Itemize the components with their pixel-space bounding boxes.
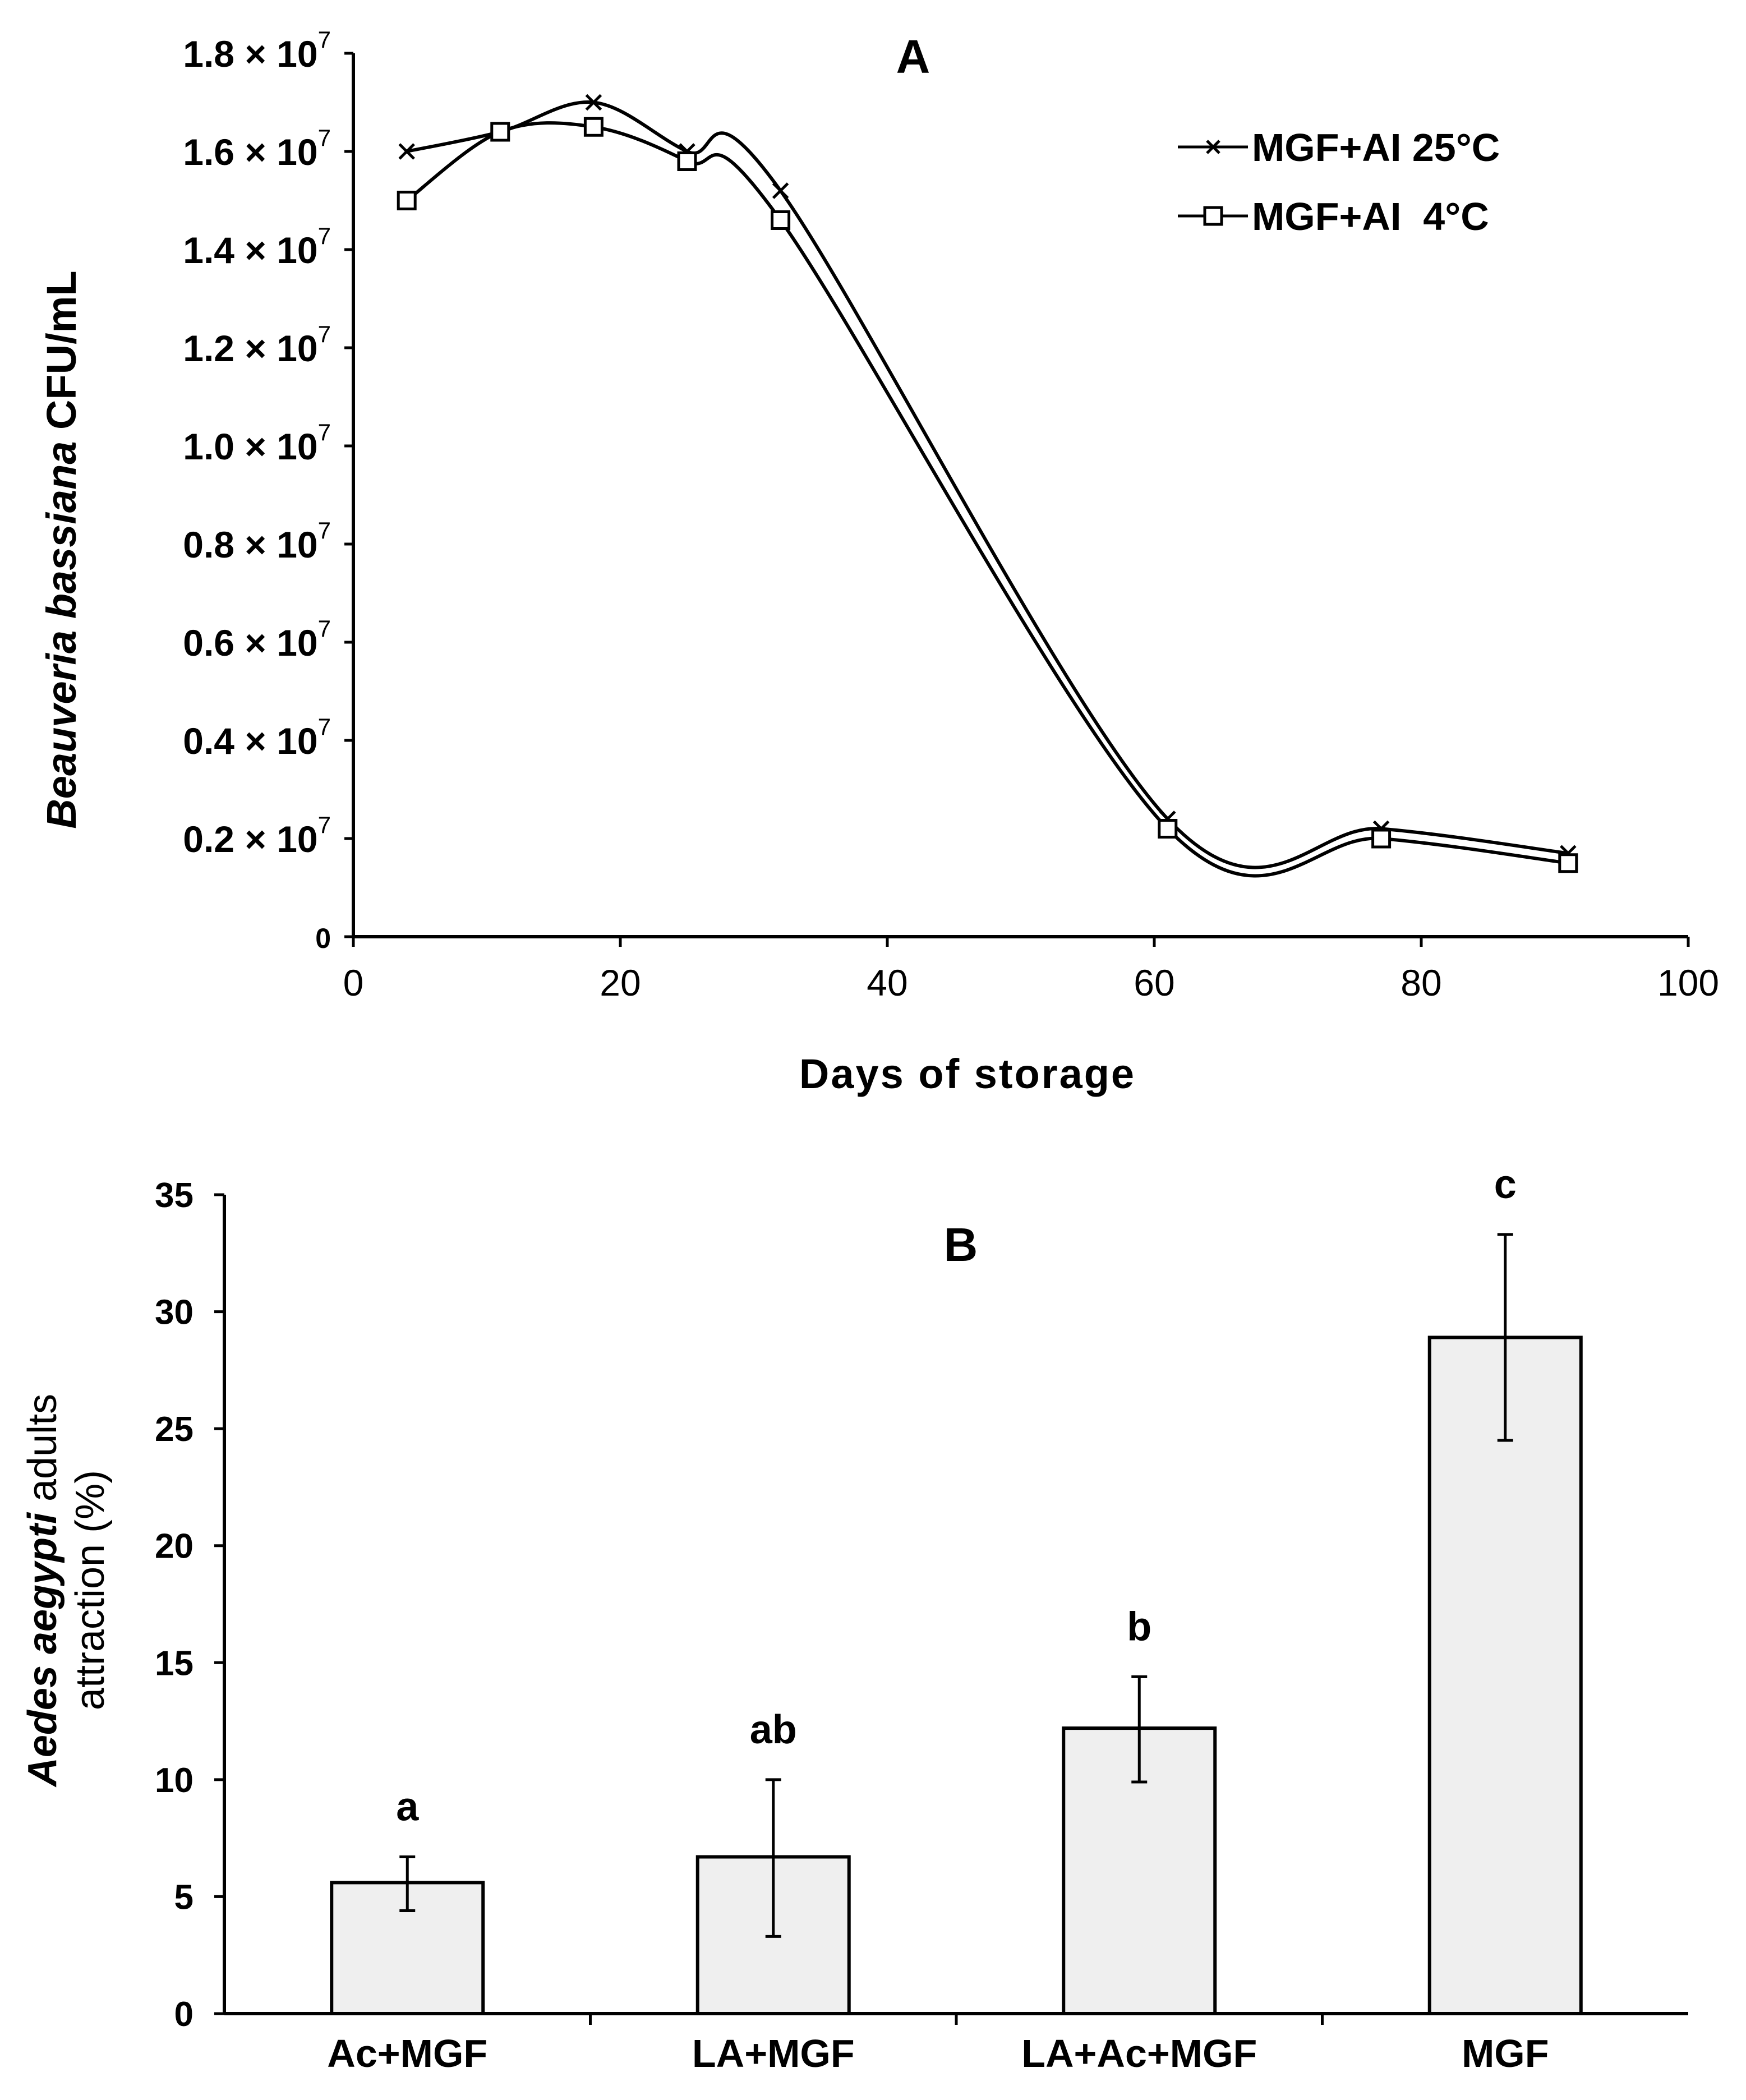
chart-a: A Beauveria bassiana CFU/mL Days of stor… (38, 26, 1719, 1097)
chart-a-x-tick-label: 0 (343, 962, 364, 1003)
category-label: Ac+MGF (327, 2032, 487, 2075)
chart-a-legend: MGF+AI 25°C MGF+AI 4°C (1178, 126, 1500, 238)
chart-a-y-tick-label: 0.4 × 107 (183, 713, 331, 762)
chart-b-y-axis-label-line1: Aedes aegypti adults (20, 1394, 65, 1788)
chart-b-y-tick-label: 35 (155, 1176, 194, 1215)
chart-a-x-tick-label: 40 (867, 962, 907, 1003)
legend-item-25c: MGF+AI 25°C (1178, 126, 1500, 169)
chart-a-y-tick-label: 1.2 × 107 (183, 321, 331, 369)
category-label: LA+MGF (692, 2032, 855, 2075)
chart-b-y-tick-label: 0 (174, 1995, 194, 2034)
chart-b-title: B (944, 1218, 978, 1271)
chart-b-y-axis-label-line2: attraction (%) (68, 1470, 113, 1710)
chart-a-x-tick-label: 60 (1134, 962, 1174, 1003)
chart-a-y-tick-label: 0.8 × 107 (183, 517, 331, 565)
chart-b: B Aedes aegypti adults attraction (%) 0 5… (20, 1162, 1688, 2075)
category-label: MGF (1462, 2032, 1549, 2075)
significance-letter: a (396, 1785, 419, 1830)
series-line-4c (406, 121, 1569, 878)
chart-a-y-tick-label: 0.2 × 107 (183, 812, 331, 860)
chart-b-y-tick-label: 30 (155, 1293, 194, 1332)
chart-b-y-tick-label: 5 (174, 1878, 194, 1917)
legend-x-marker (1206, 140, 1220, 154)
chart-a-axes: 0 0.2 × 107 0.4 × 107 0.6 × 107 0.8 × 107 1.0… (183, 26, 1719, 1003)
data-point-square-marker (1158, 819, 1178, 839)
data-point-square-marker (397, 191, 417, 210)
chart-b-y-tick-label: 15 (155, 1644, 194, 1683)
data-point-square-marker (677, 151, 697, 171)
data-point-square-marker (1558, 853, 1578, 873)
series-line-25c (406, 100, 1569, 869)
bar-mgf (1427, 1335, 1583, 2015)
chart-a-x-tick-label: 100 (1657, 962, 1719, 1003)
chart-a-x-axis-label: Days of storage (799, 1051, 1136, 1097)
data-point-x-marker (398, 143, 415, 160)
data-point-square-marker (490, 122, 510, 142)
data-point-square-marker (771, 210, 791, 230)
chart-a-y-tick-label: 1.4 × 107 (183, 223, 331, 271)
data-point-square-marker (583, 117, 604, 137)
chart-b-y-tick-label: 10 (155, 1761, 194, 1800)
chart-a-y-tick-label: 0 (315, 923, 331, 954)
chart-a-y-axis-label: Beauveria bassiana CFU/mL (38, 270, 85, 828)
significance-letter: ab (750, 1707, 797, 1752)
legend-label-4c: MGF+AI 4°C (1252, 195, 1489, 238)
chart-b-y-tick-label: 20 (155, 1527, 194, 1566)
data-point-x-marker (772, 182, 789, 199)
data-point-x-marker (585, 94, 602, 111)
chart-a-title: A (896, 30, 930, 83)
chart-a-series (397, 94, 1578, 878)
significance-letter: c (1494, 1162, 1517, 1207)
significance-letter: b (1127, 1604, 1151, 1649)
chart-a-x-tick-label: 80 (1401, 962, 1441, 1003)
chart-a-x-tick-label: 20 (600, 962, 641, 1003)
chart-a-y-tick-label: 1.6 × 107 (183, 125, 331, 173)
legend-square-marker (1203, 206, 1223, 226)
chart-b-y-tick-label: 25 (155, 1410, 194, 1449)
chart-a-y-tick-label: 1.0 × 107 (183, 419, 331, 467)
legend-label-25c: MGF+AI 25°C (1252, 126, 1500, 169)
category-label: LA+Ac+MGF (1021, 2032, 1257, 2075)
legend-item-4c: MGF+AI 4°C (1178, 195, 1489, 238)
chart-b-bars: a Ac+MGF ab LA+MGF b LA+Ac+MGF c MGF (327, 1162, 1583, 2075)
chart-a-y-tick-label: 0.6 × 107 (183, 615, 331, 664)
chart-a-y-tick-label: 1.8 × 107 (183, 26, 331, 75)
data-point-square-marker (1371, 828, 1392, 849)
